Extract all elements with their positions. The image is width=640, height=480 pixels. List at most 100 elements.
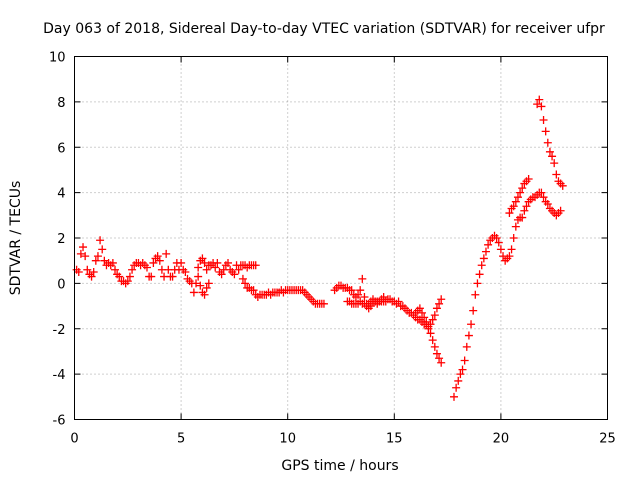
data-point [142, 263, 151, 272]
data-point [507, 245, 516, 254]
data-point [128, 265, 137, 274]
x-tick-label: 10 [279, 432, 296, 447]
x-tick-label: 25 [599, 432, 616, 447]
data-point [435, 354, 444, 363]
data-point [426, 320, 435, 329]
data-point [548, 152, 557, 161]
data-point [155, 256, 164, 265]
data-point [194, 272, 203, 281]
data-point [168, 272, 177, 281]
data-point [494, 238, 503, 247]
data-point [509, 234, 518, 242]
y-tick-label: 8 [57, 96, 65, 111]
chart-title: Day 063 of 2018, Sidereal Day-to-day VTE… [43, 21, 605, 37]
data-point [230, 270, 239, 279]
data-point [518, 184, 527, 193]
data-point [181, 268, 190, 277]
y-tick-label: -2 [53, 323, 66, 338]
data-point [153, 252, 162, 261]
data-point [202, 283, 211, 292]
data-point [428, 336, 437, 345]
data-point [518, 213, 527, 222]
data-point [125, 272, 134, 281]
data-point [464, 331, 473, 340]
data-point [479, 254, 488, 263]
data-point [319, 299, 328, 308]
data-point [509, 202, 518, 211]
data-point [200, 258, 209, 267]
data-point [76, 249, 85, 258]
data-point [98, 245, 107, 254]
data-point [91, 256, 100, 265]
data-point [543, 138, 552, 147]
data-point [415, 304, 424, 313]
grid-lines [74, 56, 608, 420]
x-axis-ticks: 0 5 10 15 20 25 [70, 56, 616, 447]
data-point [96, 236, 105, 245]
data-point [452, 383, 461, 392]
y-tick-label: 10 [49, 51, 66, 66]
data-point [204, 279, 213, 288]
data-point [93, 252, 102, 261]
data-point [537, 188, 546, 197]
data-point [481, 247, 490, 256]
data-point [111, 265, 120, 274]
data-point [460, 356, 469, 365]
x-tick-label: 0 [70, 432, 78, 447]
data-point [449, 392, 458, 401]
data-point [505, 209, 514, 218]
data-point [74, 268, 83, 277]
data-point [200, 290, 209, 299]
data-point [541, 127, 550, 136]
data-point [418, 308, 427, 317]
data-point [147, 272, 156, 281]
data-point [456, 370, 465, 379]
data-point [432, 304, 441, 313]
data-point [505, 252, 514, 261]
data-point [539, 193, 548, 202]
data-point [467, 320, 476, 329]
data-point [458, 365, 467, 374]
data-point [437, 295, 446, 304]
data-point [537, 102, 546, 111]
data-point [552, 170, 561, 179]
data-point [469, 306, 478, 315]
data-point [535, 95, 544, 104]
y-tick-label: -4 [53, 368, 66, 383]
data-point [89, 268, 98, 277]
data-point [241, 279, 250, 288]
data-point [516, 188, 525, 197]
data-point [471, 290, 480, 299]
data-point [511, 222, 520, 231]
data-point [477, 261, 486, 270]
data-point [100, 256, 109, 265]
data-point [249, 286, 258, 295]
data-point [189, 288, 198, 297]
data-point [545, 147, 554, 156]
data-point [496, 245, 505, 254]
data-point [354, 290, 363, 299]
data-point [556, 206, 565, 215]
data-point [194, 263, 203, 272]
data-point [437, 358, 446, 367]
data-point [432, 349, 441, 358]
data-point [83, 265, 92, 274]
data-point [394, 297, 403, 306]
x-tick-label: 20 [493, 432, 510, 447]
data-point [234, 265, 243, 274]
x-tick-label: 5 [177, 432, 185, 447]
data-point [198, 254, 207, 263]
data-point [550, 159, 559, 168]
data-point [360, 292, 369, 301]
data-point [524, 175, 533, 184]
data-point [149, 258, 158, 267]
data-point [522, 202, 531, 211]
data-point [558, 181, 567, 190]
data-point [513, 193, 522, 202]
data-point [196, 281, 205, 290]
data-point [347, 286, 356, 295]
y-tick-label: -6 [53, 414, 66, 429]
x-tick-label: 15 [386, 432, 403, 447]
data-point [238, 274, 247, 283]
data-point [202, 265, 211, 274]
